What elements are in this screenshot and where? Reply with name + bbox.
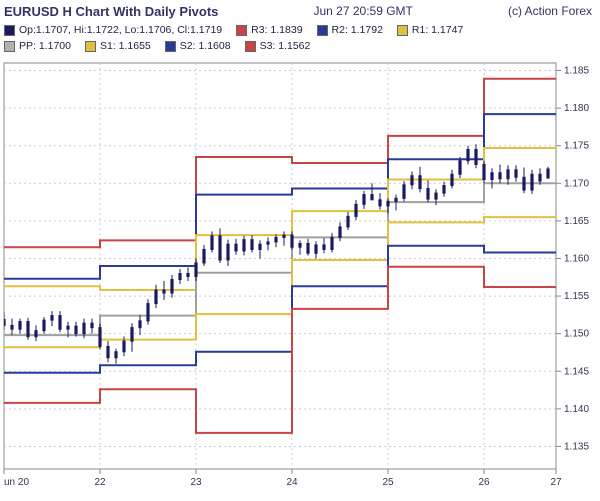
svg-text:1.175: 1.175	[564, 140, 589, 151]
legend: Op:1.1707, Hi:1.1722, Lo:1.1706, Cl:1.17…	[0, 21, 600, 59]
chart-area: 1.135 1.140 1.145 1.150 1.155 1.160 1.165 1.170…	[0, 59, 600, 489]
svg-text:1.185: 1.185	[564, 65, 589, 76]
chart-timestamp: Jun 27 20:59 GMT	[314, 4, 413, 19]
svg-text:22: 22	[94, 477, 106, 488]
legend-ohlc: Op:1.1707, Hi:1.1722, Lo:1.1706, Cl:1.17…	[4, 23, 222, 39]
legend-r1-label: R1: 1.1747	[412, 23, 463, 39]
svg-text:1.165: 1.165	[564, 215, 589, 226]
legend-s3-label: S3: 1.1562	[260, 39, 311, 55]
legend-r3: R3: 1.1839	[236, 23, 302, 39]
legend-pp: PP: 1.1700	[4, 39, 71, 55]
price-chart: 1.135 1.140 1.145 1.150 1.155 1.160 1.165 1.170…	[0, 59, 600, 489]
svg-text:26: 26	[478, 477, 490, 488]
svg-text:1.170: 1.170	[564, 178, 589, 189]
svg-text:1.155: 1.155	[564, 291, 589, 302]
legend-r1: R1: 1.1747	[397, 23, 463, 39]
legend-r3-label: R3: 1.1839	[251, 23, 302, 39]
chart-header: EURUSD H Chart With Daily Pivots Jun 27 …	[0, 0, 600, 21]
svg-text:1.150: 1.150	[564, 328, 589, 339]
legend-s3: S3: 1.1562	[245, 39, 311, 55]
svg-text:27: 27	[550, 477, 562, 488]
svg-text:1.160: 1.160	[564, 253, 589, 264]
legend-s1: S1: 1.1655	[85, 39, 151, 55]
legend-s2-label: S2: 1.1608	[180, 39, 231, 55]
legend-pp-label: PP: 1.1700	[19, 39, 71, 55]
svg-text:un 20: un 20	[4, 477, 29, 488]
chart-copyright: (c) Action Forex	[508, 4, 592, 19]
svg-text:24: 24	[286, 477, 298, 488]
svg-text:25: 25	[382, 477, 394, 488]
legend-r2: R2: 1.1792	[317, 23, 383, 39]
legend-ohlc-label: Op:1.1707, Hi:1.1722, Lo:1.1706, Cl:1.17…	[19, 23, 222, 39]
svg-text:1.145: 1.145	[564, 366, 589, 377]
chart-title: EURUSD H Chart With Daily Pivots	[4, 4, 218, 19]
legend-s1-label: S1: 1.1655	[100, 39, 151, 55]
svg-text:23: 23	[190, 477, 202, 488]
legend-r2-label: R2: 1.1792	[332, 23, 383, 39]
svg-text:1.135: 1.135	[564, 441, 589, 452]
legend-s2: S2: 1.1608	[165, 39, 231, 55]
svg-text:1.140: 1.140	[564, 403, 589, 414]
svg-text:1.180: 1.180	[564, 103, 589, 114]
